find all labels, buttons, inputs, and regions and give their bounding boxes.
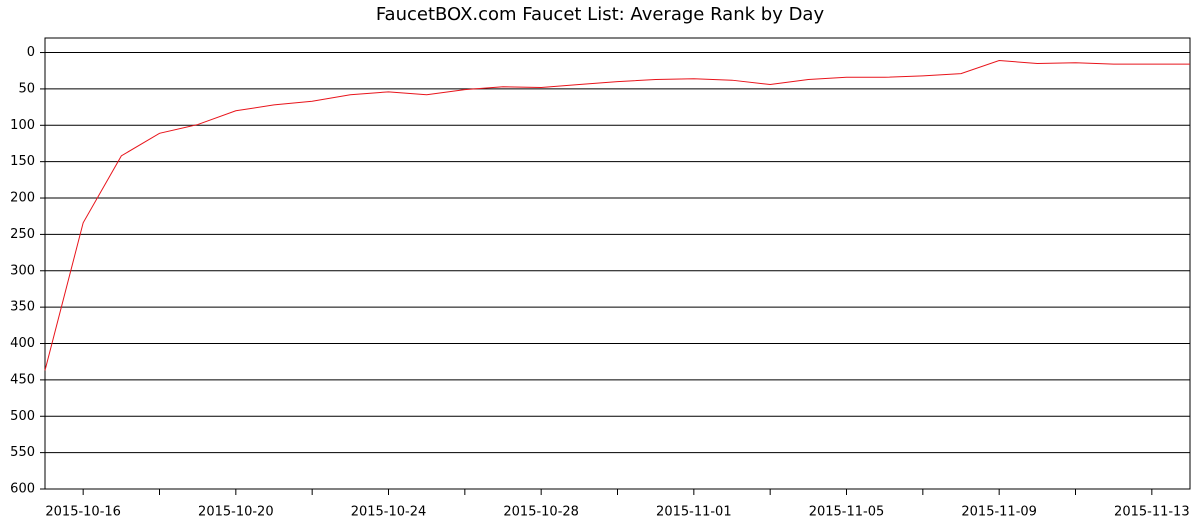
- chart-title: FaucetBOX.com Faucet List: Average Rank …: [376, 4, 825, 25]
- y-tick-label: 300: [10, 263, 35, 278]
- x-tick-label: 2015-10-24: [351, 505, 427, 520]
- y-tick-label: 400: [10, 336, 35, 351]
- y-tick-label: 100: [10, 118, 35, 133]
- x-tick-label: 2015-10-16: [45, 505, 121, 520]
- y-tick-label: 50: [18, 81, 35, 96]
- data-line: [44, 60, 1190, 371]
- y-tick-label: 500: [10, 409, 35, 424]
- y-tick-label: 200: [10, 191, 35, 206]
- y-tick-label: 0: [27, 45, 35, 60]
- x-tick-label: 2015-10-28: [503, 505, 579, 520]
- y-tick-label: 550: [10, 445, 35, 460]
- y-tick-label: 350: [10, 300, 35, 315]
- y-tick-label: 600: [10, 482, 35, 497]
- y-tick-label: 250: [10, 227, 35, 242]
- x-tick-label: 2015-11-01: [656, 505, 732, 520]
- y-tick-label: 450: [10, 372, 35, 387]
- y-tick-label: 150: [10, 154, 35, 169]
- x-tick-label: 2015-11-05: [809, 505, 885, 520]
- x-tick-label: 2015-11-09: [961, 505, 1037, 520]
- plot-frame: [44, 37, 1191, 490]
- x-tick-label: 2015-11-13: [1114, 505, 1190, 520]
- x-tick-label: 2015-10-20: [198, 505, 274, 520]
